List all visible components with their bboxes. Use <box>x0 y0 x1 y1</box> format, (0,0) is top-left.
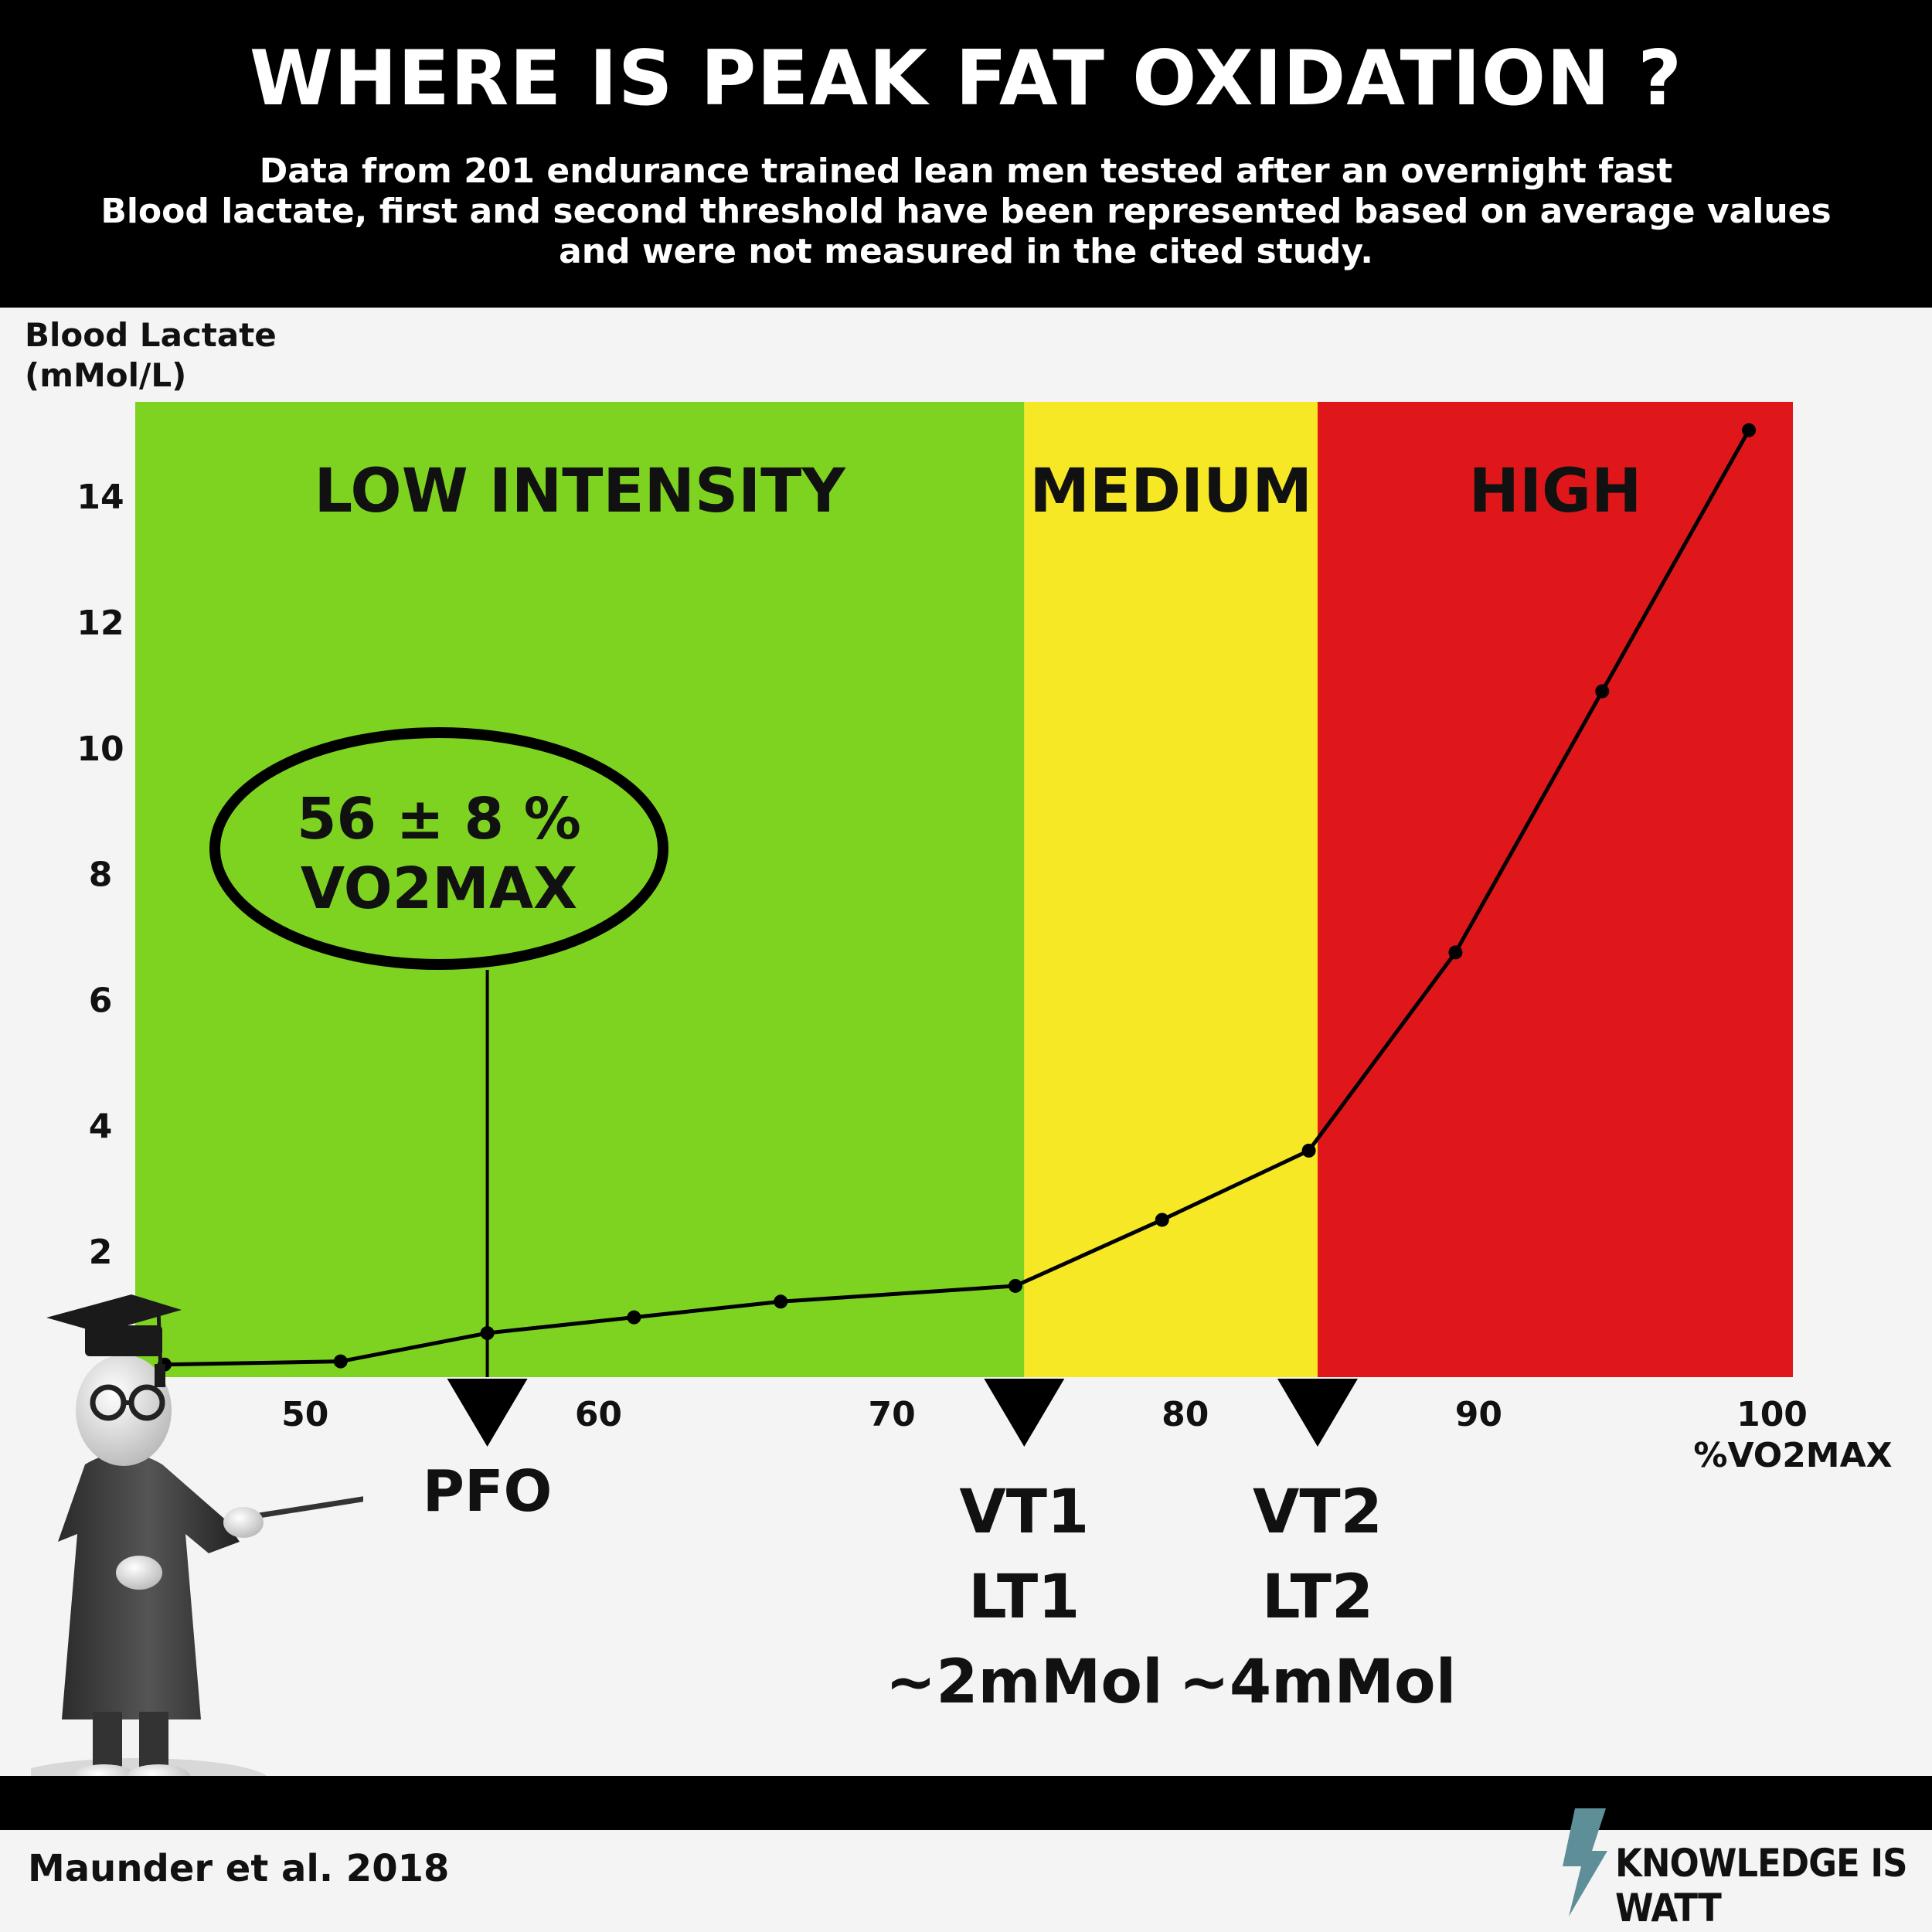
data-point <box>480 1326 495 1341</box>
subtitle-line-3: and were not measured in the cited study… <box>559 232 1373 271</box>
y-tick-label: 8 <box>89 855 113 895</box>
x-axis: 50 60 70 80 90 100%VO2MAX <box>281 1395 1892 1475</box>
data-point <box>1742 423 1757 437</box>
threshold-marker <box>984 1379 1065 1447</box>
data-point <box>1448 945 1463 960</box>
y-tick-label: 6 <box>89 981 113 1020</box>
data-point <box>333 1354 348 1369</box>
series <box>157 423 1757 1372</box>
brand-name: KNOWLEDGE IS WATT <box>1615 1841 1908 1930</box>
x-tick-label: 70 <box>868 1395 915 1434</box>
lightning-bolt-icon <box>1563 1808 1607 1917</box>
footer-bar <box>0 1776 1932 1830</box>
marker-label: PFO <box>423 1458 553 1525</box>
marker-label: LT2 <box>1262 1563 1373 1632</box>
marker-label: VT2 <box>1253 1478 1383 1547</box>
x-tick-label: 50 <box>281 1395 328 1434</box>
y-tick-label: 10 <box>77 730 124 769</box>
zone-label-1: MEDIUM <box>1029 457 1312 526</box>
citation: Maunder et al. 2018 <box>28 1847 450 1890</box>
subtitle-line-2: Blood lactate, first and second threshol… <box>100 192 1832 231</box>
callout: 56 ± 8 %VO2MAX <box>209 727 668 1377</box>
header: WHERE IS PEAK FAT OXIDATION ? Data from … <box>0 0 1932 308</box>
zone-0 <box>135 402 1025 1377</box>
chart: LOW INTENSITY MEDIUM HIGH Blood Lactate(mM… <box>25 316 1893 1717</box>
y-axis-label: Blood Lactate <box>25 316 277 354</box>
y-axis-label: (mMol/L) <box>25 356 186 394</box>
data-point <box>1595 684 1610 699</box>
callout-text: VO2MAX <box>301 855 577 922</box>
x-tick-label: 60 <box>575 1395 622 1434</box>
y-tick-label: 4 <box>89 1107 113 1146</box>
graduate-figure-icon <box>31 1294 363 1804</box>
data-point <box>774 1294 788 1309</box>
zone-label-0: LOW INTENSITY <box>314 457 846 526</box>
y-axis: Blood Lactate(mMol/L) 2 4 6 8 10 12 14 <box>25 316 277 1272</box>
zone-2 <box>1317 402 1793 1377</box>
x-axis-label: %VO2MAX <box>1693 1436 1892 1475</box>
data-point <box>1155 1213 1169 1227</box>
y-tick-label: 14 <box>77 478 124 517</box>
zone-label-2: HIGH <box>1469 457 1642 526</box>
marker-label: VT1 <box>959 1478 1089 1547</box>
data-point <box>627 1310 641 1325</box>
data-point <box>1008 1278 1022 1293</box>
x-tick-label: 90 <box>1455 1395 1502 1434</box>
page-title: WHERE IS PEAK FAT OXIDATION ? <box>249 35 1683 123</box>
callout-ellipse <box>209 727 668 970</box>
x-tick-label: 100 <box>1736 1395 1808 1434</box>
y-tick-label: 2 <box>89 1233 113 1272</box>
marker-label: ~4mMol <box>1179 1648 1457 1717</box>
data-point <box>1301 1143 1316 1158</box>
threshold-marker <box>1277 1379 1358 1447</box>
x-tick-label: 80 <box>1162 1395 1209 1434</box>
marker-label: LT1 <box>968 1563 1080 1632</box>
subtitle-line-1: Data from 201 endurance trained lean men… <box>259 151 1673 191</box>
y-tick-label: 12 <box>77 604 124 643</box>
callout-text: 56 ± 8 % <box>297 786 581 852</box>
marker-label: ~2mMol <box>886 1648 1163 1717</box>
threshold-marker <box>447 1379 528 1447</box>
zone-1 <box>1024 402 1318 1377</box>
markers: PFO VT1 LT1 ~2mMol VT2 LT2 ~4mMol <box>423 1379 1457 1717</box>
